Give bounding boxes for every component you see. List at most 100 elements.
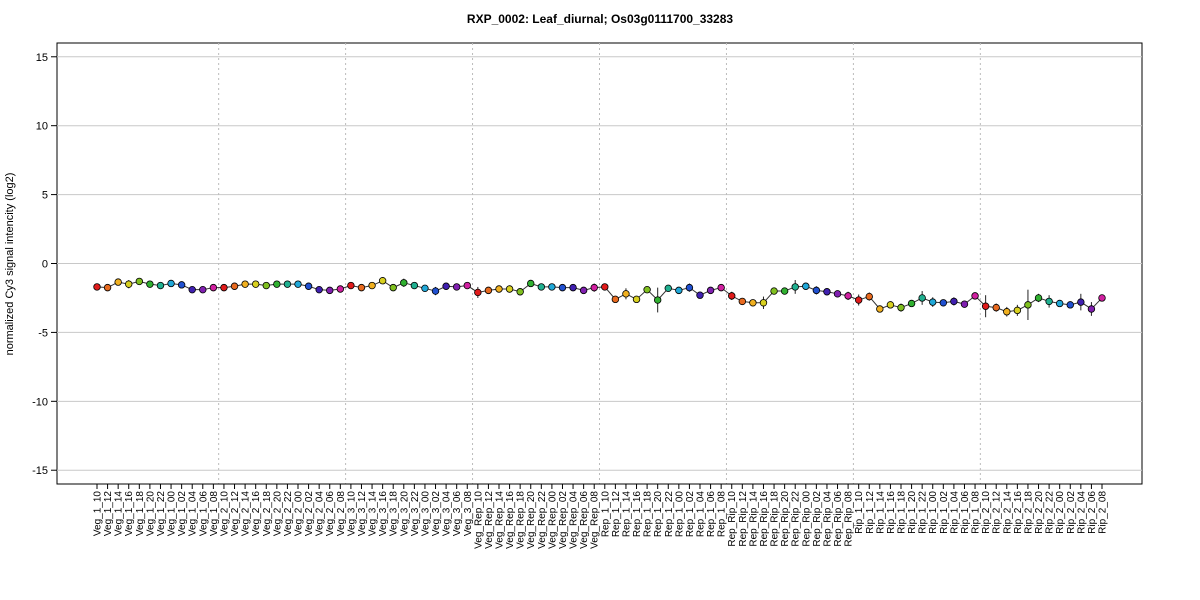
data-point	[664, 284, 672, 293]
data-point	[527, 279, 535, 288]
x-tick-label: Rip_1_16	[886, 491, 897, 534]
data-point	[558, 283, 567, 292]
data-point	[971, 292, 979, 300]
data-point	[378, 277, 387, 285]
data-point	[167, 279, 175, 288]
data-point	[1003, 308, 1011, 316]
x-tick-label: Rep_1_02	[685, 491, 696, 538]
x-tick-label: Rep_1_16	[632, 491, 643, 538]
data-point	[156, 281, 165, 290]
x-tick-label: Rep_Rip_16	[759, 491, 770, 547]
x-tick-label: Veg_Rep_06	[579, 491, 590, 549]
y-axis-label: normalized Cy3 signal intencity (log2)	[4, 173, 16, 356]
data-point	[463, 281, 471, 290]
data-point	[833, 290, 842, 298]
x-tick-label: Rep_1_14	[621, 491, 632, 538]
x-tick-label: Rep_1_18	[643, 491, 654, 538]
x-tick-label: Rip_1_20	[907, 491, 918, 534]
x-tick-label: Rip_1_08	[971, 491, 982, 534]
x-tick-label: Rep_1_10	[600, 491, 611, 538]
x-tick-label: Rip_2_08	[1098, 491, 1109, 534]
point-layer	[93, 277, 1106, 316]
x-tick-label: Veg_3_06	[452, 491, 463, 536]
x-tick-label: Veg_Rep_08	[590, 491, 601, 549]
x-tick-label: Rep_1_20	[653, 491, 664, 538]
data-point	[474, 288, 482, 297]
x-tick-label: Veg_Rep_22	[537, 491, 548, 549]
x-tick-label: Rep_1_06	[706, 491, 717, 538]
y-tick-label: -10	[32, 396, 48, 408]
data-point	[611, 295, 620, 304]
x-tick-label: Veg_3_08	[463, 491, 474, 536]
data-point	[273, 280, 281, 288]
y-tick-label: 0	[42, 259, 48, 271]
data-point	[590, 283, 598, 292]
y-axis: -15 -10 -5 0 5 10 15	[32, 52, 57, 477]
x-tick-label: Rip_2_04	[1076, 491, 1087, 534]
x-tick-label: Veg_Rep_10	[473, 491, 484, 549]
data-point	[230, 282, 239, 290]
y-tick-label: -5	[38, 327, 48, 339]
data-point	[706, 286, 715, 295]
x-tick-label: Veg_2_04	[315, 491, 326, 536]
x-tick-label: Rep_Rip_22	[791, 491, 802, 547]
data-point	[1034, 294, 1043, 302]
x-tick-label: Veg_Rep_18	[516, 491, 527, 549]
data-point	[431, 287, 440, 295]
x-tick-label: Veg_1_10	[93, 491, 104, 536]
x-tick-label: Rep_Rip_04	[822, 491, 833, 547]
x-tick-label: Rep_Rip_02	[812, 491, 823, 547]
data-point	[823, 288, 831, 296]
x-tick-label: Veg_2_14	[241, 491, 252, 536]
x-tick-label: Veg_Rep_12	[484, 491, 495, 549]
data-point	[421, 284, 429, 293]
data-point	[738, 297, 747, 306]
x-tick-label: Veg_2_16	[251, 491, 262, 536]
x-tick-label: Rip_2_14	[1002, 491, 1013, 534]
x-tick-label: Rip_1_10	[854, 491, 865, 534]
data-point	[484, 286, 493, 295]
x-tick-label: Veg_1_18	[135, 491, 146, 536]
data-point	[802, 282, 810, 290]
x-tick-label: Veg_Rep_00	[547, 491, 558, 549]
chart-title: RXP_0002: Leaf_diurnal; Os03g0111700_332…	[466, 12, 734, 26]
data-point	[304, 282, 313, 290]
data-point	[844, 292, 852, 300]
x-tick-label: Rip_2_16	[1013, 491, 1024, 534]
data-point	[241, 280, 249, 288]
x-axis: Veg_1_10 Veg_1_12 Veg_1_14 Veg_1_16 Veg_1_18…	[93, 483, 1109, 549]
x-tick-label: Rip_1_22	[918, 491, 929, 534]
data-point	[929, 298, 937, 306]
data-point	[992, 303, 1000, 312]
x-tick-label: Veg_1_08	[209, 491, 220, 536]
data-point	[135, 277, 144, 286]
data-point	[854, 296, 863, 304]
data-point	[685, 283, 694, 292]
group-separators	[218, 43, 981, 484]
x-tick-label: Veg_2_22	[283, 491, 294, 536]
data-point	[442, 282, 450, 290]
data-point	[865, 292, 873, 301]
data-point	[315, 285, 323, 294]
data-point	[262, 281, 270, 290]
x-tick-label: Veg_1_02	[177, 491, 188, 536]
x-tick-label: Veg_2_02	[304, 491, 315, 536]
x-tick-label: Rip_2_00	[1055, 491, 1066, 534]
y-tick-label: 5	[42, 190, 48, 202]
data-point	[188, 285, 196, 294]
x-tick-label: Rep_Rip_10	[727, 491, 738, 547]
data-point	[177, 281, 186, 289]
data-point	[516, 288, 524, 296]
x-tick-label: Veg_2_06	[325, 491, 336, 536]
data-point	[125, 280, 133, 288]
x-tick-label: Veg_2_18	[262, 491, 273, 536]
x-tick-label: Rep_Rip_14	[748, 491, 759, 547]
x-tick-label: Rip_1_12	[865, 491, 876, 534]
x-tick-label: Veg_3_14	[368, 491, 379, 536]
x-tick-label: Veg_2_10	[219, 491, 230, 536]
data-point	[780, 287, 789, 295]
grid-layer	[57, 56, 1142, 471]
data-point	[199, 285, 207, 294]
x-tick-label: Rip_2_22	[1045, 491, 1056, 534]
x-tick-label: Veg_1_16	[124, 491, 135, 536]
